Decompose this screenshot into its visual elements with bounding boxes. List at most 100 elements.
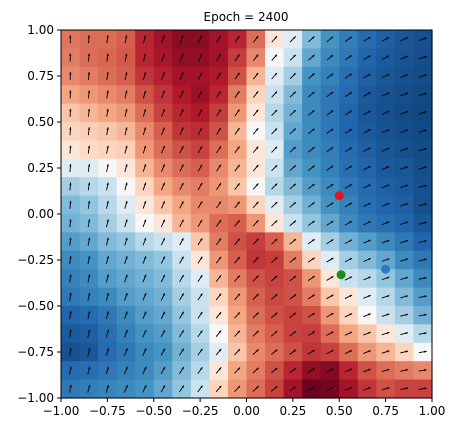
vector-arrow [215,311,222,319]
vector-arrow [252,127,259,135]
vector-arrow [142,329,147,338]
vector-arrow [252,385,260,392]
vector-arrow [160,274,166,283]
vector-arrow [197,201,203,209]
vector-arrow [234,109,240,117]
vector-arrow [142,72,147,80]
vector-arrow [326,368,334,373]
vector-arrow [308,128,315,135]
vector-arrow [308,36,315,43]
vector-arrow [326,202,334,208]
vector-arrow [234,348,241,356]
vector-arrow [142,90,147,99]
vector-arrow [344,91,353,97]
vector-arrow [69,274,72,283]
vector-arrow [307,183,315,190]
vector-arrow [400,368,409,372]
vector-arrow [344,386,353,391]
vector-arrow [307,238,315,245]
vector-arrow [344,368,353,373]
vector-arrow [216,201,222,209]
vector-arrow [289,128,297,135]
vector-arrow [270,349,278,355]
vector-arrow [418,37,427,41]
x-tick-label: −0.25 [182,404,219,418]
vector-arrow [252,256,259,264]
vector-arrow [216,146,222,154]
vector-arrow [69,237,72,246]
vector-arrow [400,166,409,170]
vector-arrow [252,348,260,356]
y-tick-label: 0.00 [27,207,54,221]
vector-arrow [124,329,128,338]
vector-arrow [252,201,259,209]
vector-arrow [69,255,72,265]
x-tick-label: −1.00 [43,404,80,418]
vector-arrow [400,37,409,42]
vector-arrow [87,348,91,356]
vector-arrow [363,147,371,152]
vector-arrow [418,221,427,225]
vector-arrow [160,256,166,264]
vector-arrow [179,274,184,283]
vector-arrow [124,311,128,320]
vector-arrow [363,36,371,42]
x-axis-ticks: −1.00 −0.75 −0.50 −0.25 0.00 0.25 0.50 0.75 1.00 [43,398,445,418]
vector-arrow [234,201,241,209]
vector-arrow [124,348,128,356]
vector-arrow [216,72,222,80]
vector-arrow [215,256,222,264]
vector-arrow [326,110,334,116]
vector-arrow [271,91,278,98]
y-tick-label: 1.00 [27,23,54,37]
scatter-point [336,270,346,280]
vector-arrow [160,200,166,209]
vector-arrow [179,219,184,227]
vector-arrow [363,73,371,79]
vector-arrow [142,311,147,320]
vector-arrow [105,366,110,375]
vector-arrow [289,54,297,61]
vector-arrow [344,54,353,61]
vector-arrow [215,385,222,393]
vector-arrow [179,145,184,154]
vector-arrow [142,348,147,356]
vector-arrow [69,292,72,301]
vector-arrow [271,164,278,172]
vector-arrow [363,55,371,61]
vector-arrow [307,386,316,392]
y-tick-label: 0.75 [27,69,54,83]
scatter-points [334,191,391,280]
vector-arrow [418,129,427,133]
vector-arrow [252,90,259,98]
vector-arrow [106,71,109,81]
vector-arrow [326,386,334,392]
vector-arrow [179,108,184,117]
vector-arrow [418,203,427,207]
vector-arrow [289,72,297,80]
vector-arrow [326,165,334,171]
vector-arrow [344,110,353,116]
vector-arrow [344,257,353,263]
vector-arrow [418,148,427,152]
vector-arrow [105,348,110,356]
y-tick-label: 0.25 [27,161,54,175]
vector-arrow [179,256,184,264]
vector-arrow [106,53,109,62]
vector-arrow [289,220,297,227]
vector-arrow [106,182,109,191]
vector-arrow [234,127,240,135]
vector-arrow [307,367,316,373]
vector-arrow [252,238,259,245]
vector-arrow [216,182,222,190]
vector-arrow [106,163,109,173]
vector-arrow [400,239,409,244]
vector-arrow [234,293,241,301]
vector-arrow [160,293,166,301]
vector-arrow [381,221,390,226]
vector-arrow [400,203,409,207]
vector-arrow [69,329,72,338]
vector-arrow [271,72,278,80]
vector-arrow [381,73,390,79]
vector-arrow [142,164,147,172]
